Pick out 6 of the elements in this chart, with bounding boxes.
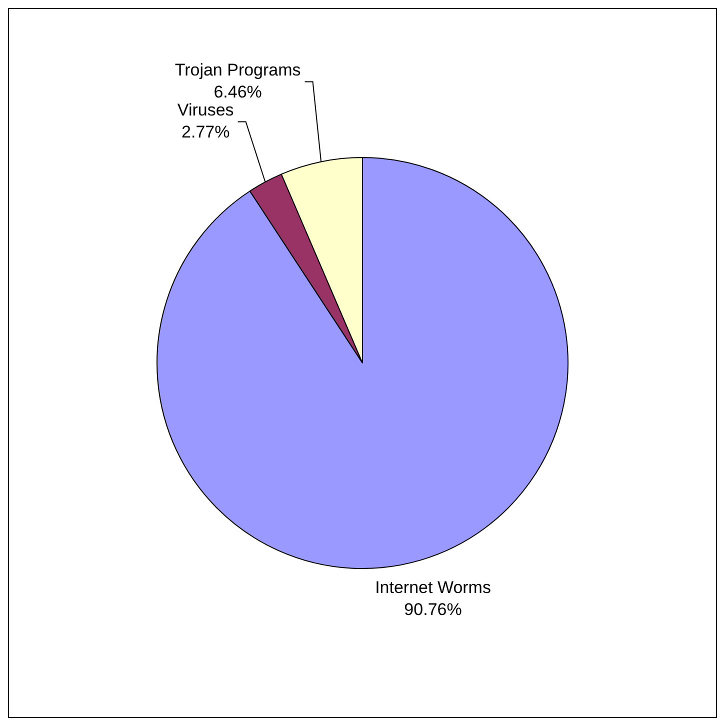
data-label: 2.77% (182, 122, 230, 142)
slice-label: Internet Worms (375, 578, 491, 597)
data-label: 90.76% (404, 600, 462, 619)
data-label: 6.46% (214, 82, 262, 102)
slice-label: Viruses (177, 100, 234, 120)
slice-label: Trojan Programs (174, 60, 301, 80)
